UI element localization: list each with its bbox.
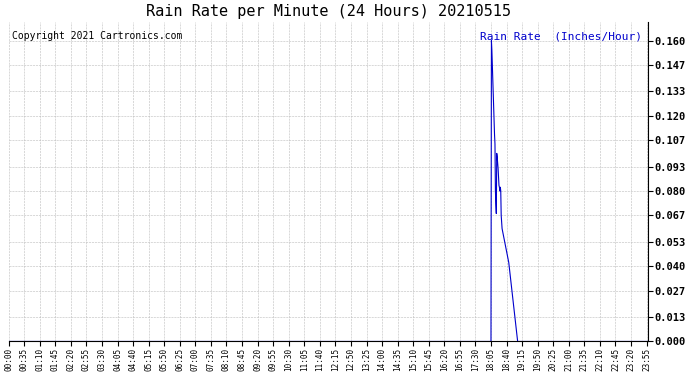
Text: Copyright 2021 Cartronics.com: Copyright 2021 Cartronics.com	[12, 32, 182, 41]
Title: Rain Rate per Minute (24 Hours) 20210515: Rain Rate per Minute (24 Hours) 20210515	[146, 4, 511, 19]
Text: Rain Rate  (Inches/Hour): Rain Rate (Inches/Hour)	[480, 32, 642, 41]
